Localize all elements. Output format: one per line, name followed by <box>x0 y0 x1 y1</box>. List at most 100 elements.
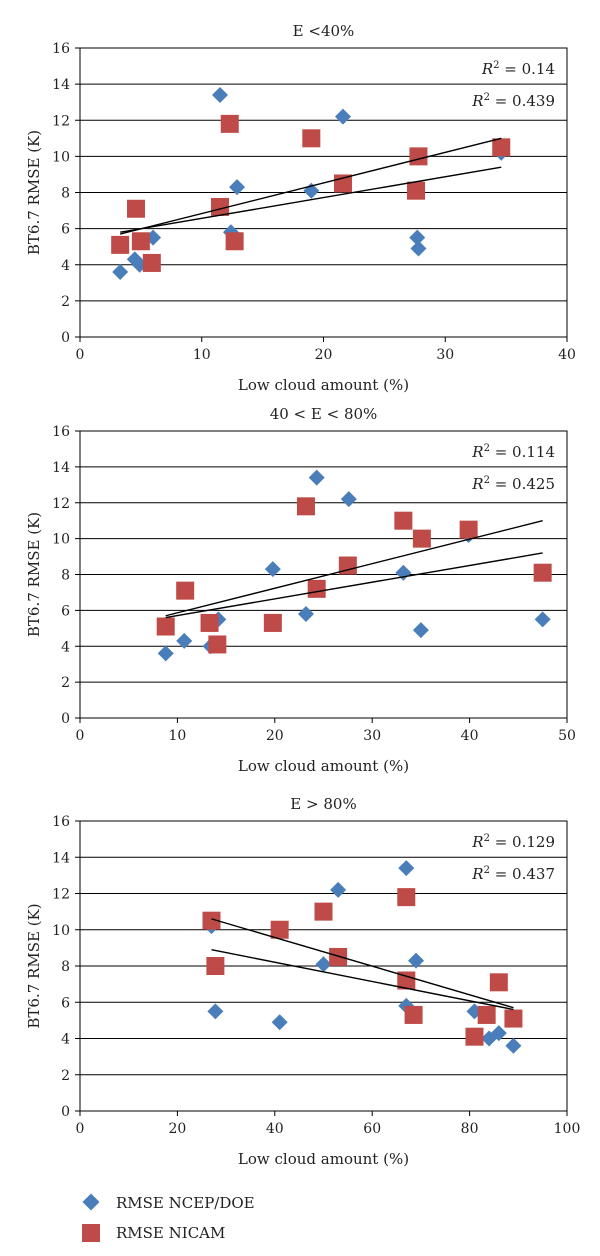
y-tick-label: 2 <box>61 294 70 310</box>
nicam-point <box>314 902 333 921</box>
nicam-point <box>211 197 230 216</box>
ncep-point <box>207 1003 224 1020</box>
r2-label: R2 = 0.14 <box>481 60 555 78</box>
nicam-point <box>489 973 508 992</box>
nicam-point <box>142 253 161 272</box>
nicam-point <box>220 114 239 133</box>
y-tick-label: 16 <box>52 424 70 440</box>
x-axis-label: Low cloud amount (%) <box>238 757 409 775</box>
nicam-point <box>296 497 315 516</box>
nicam-point <box>131 232 150 251</box>
ncep-point <box>490 1025 507 1042</box>
y-tick-label: 0 <box>61 711 70 727</box>
y-tick-label: 6 <box>61 222 70 238</box>
nicam-point <box>208 635 227 654</box>
ncep-point <box>409 229 426 246</box>
legend-marker-nicam <box>82 1224 100 1242</box>
chart-panel-1: E <40% 0 2 4 6 8 10 12 14 16 0 10 20 30 40 Low cloud am… <box>25 22 576 394</box>
y-tick-label: 10 <box>52 923 70 939</box>
nicam-point <box>111 235 130 254</box>
ncep-point <box>157 645 174 662</box>
r2-label: R2 = 0.425 <box>471 475 555 493</box>
nicam-point <box>477 1005 496 1024</box>
y-tick-label: 2 <box>61 1068 70 1084</box>
nicam-point <box>459 520 478 539</box>
nicam-point <box>492 138 511 157</box>
y-axis-label: BT6.7 RMSE (K) <box>25 903 43 1028</box>
ncep-point <box>505 1037 522 1054</box>
ncep-point <box>334 108 351 125</box>
x-tick-label: 0 <box>76 728 85 744</box>
ncep-point <box>340 491 357 508</box>
legend-item-ncep: RMSE NCEP/DOE <box>80 1188 255 1218</box>
nicam-point <box>200 613 219 632</box>
x-tick-label: 40 <box>266 1121 284 1137</box>
x-tick-label: 40 <box>558 347 576 363</box>
x-tick-label: 40 <box>461 728 479 744</box>
ncep-point <box>408 952 425 969</box>
nicam-point <box>302 129 321 148</box>
nicam-point <box>329 947 348 966</box>
ncep-point <box>271 1014 288 1031</box>
legend-label-nicam: RMSE NICAM <box>116 1224 226 1242</box>
y-tick-label: 8 <box>61 568 70 584</box>
x-tick-label: 20 <box>168 1121 186 1137</box>
nicam-point <box>394 511 413 530</box>
x-tick-label: 30 <box>363 728 381 744</box>
y-tick-label: 8 <box>61 959 70 975</box>
y-tick-label: 14 <box>52 77 70 93</box>
y-tick-label: 16 <box>52 814 70 830</box>
nicam-point <box>127 199 146 218</box>
ncep-point <box>176 632 193 649</box>
x-tick-label: 10 <box>193 347 211 363</box>
nicam-point <box>533 563 552 582</box>
ncep-point <box>410 240 427 257</box>
y-tick-label: 6 <box>61 995 70 1011</box>
chart-title: 40 < E < 80% <box>270 405 378 423</box>
ncep-point <box>534 611 551 628</box>
trendline <box>120 137 502 235</box>
y-tick-label: 4 <box>61 1032 70 1048</box>
nicam-point <box>225 232 244 251</box>
y-tick-label: 10 <box>52 149 70 165</box>
nicam-point <box>156 617 175 636</box>
nicam-point <box>307 579 326 598</box>
x-axis-label: Low cloud amount (%) <box>238 376 409 394</box>
ncep-point <box>212 86 229 103</box>
y-tick-label: 10 <box>52 532 70 548</box>
r2-label: R2 = 0.129 <box>471 833 555 851</box>
y-tick-label: 0 <box>61 1104 70 1120</box>
r2-label: R2 = 0.437 <box>471 865 555 883</box>
x-tick-label: 100 <box>554 1121 581 1137</box>
trendline <box>120 166 502 233</box>
trendline <box>165 552 543 619</box>
nicam-point <box>202 911 221 930</box>
nicam-point <box>263 613 282 632</box>
y-tick-label: 12 <box>52 496 70 512</box>
x-tick-label: 0 <box>76 1121 85 1137</box>
y-tick-label: 12 <box>52 113 70 129</box>
nicam-point <box>404 1005 423 1024</box>
trendline <box>211 949 514 1011</box>
r2-label: R2 = 0.114 <box>471 443 555 461</box>
chart-panel-3: E > 80% 0 2 4 6 8 10 12 14 16 0 20 40 60 80 100 Low clou… <box>25 795 580 1168</box>
ncep-point <box>330 881 347 898</box>
y-tick-label: 4 <box>61 639 70 655</box>
nicam-point <box>397 971 416 990</box>
x-tick-label: 60 <box>363 1121 381 1137</box>
x-axis-label: Low cloud amount (%) <box>238 1150 409 1168</box>
chart-title: E > 80% <box>290 795 356 813</box>
nicam-point <box>206 957 225 975</box>
x-tick-label: 20 <box>315 347 333 363</box>
ncep-point <box>315 956 332 973</box>
y-axis-label: BT6.7 RMSE (K) <box>25 512 43 637</box>
legend: RMSE NCEP/DOE RMSE NICAM <box>80 1188 255 1248</box>
y-tick-label: 14 <box>52 850 70 866</box>
y-tick-label: 16 <box>52 41 70 57</box>
trendline <box>165 520 543 617</box>
nicam-point <box>465 1027 484 1046</box>
chart-title: E <40% <box>293 22 355 40</box>
nicam-point <box>409 147 428 166</box>
y-tick-label: 0 <box>61 330 70 346</box>
